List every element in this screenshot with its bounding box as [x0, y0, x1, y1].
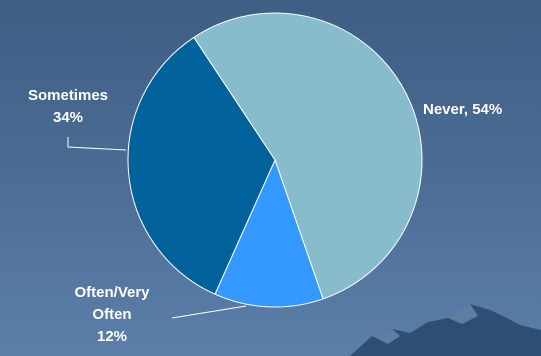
often-label-line2: Often: [92, 306, 132, 323]
sometimes-label-text: Sometimes: [27, 87, 109, 104]
leader-line-often: [171, 305, 247, 319]
sometimes-pct-text: 34%: [52, 109, 84, 126]
mountain-highlight: [372, 304, 478, 344]
pie-slice-never: [193, 12, 423, 300]
leader-line-sometimes: [67, 137, 127, 151]
often-label-line1: Often/Very: [74, 284, 150, 301]
pie-slice-sometimes: [127, 36, 276, 295]
data-label-often: Often/Very Often 12%: [52, 282, 172, 348]
data-label-never: Never, 54%: [423, 99, 502, 121]
data-label-sometimes: Sometimes 34%: [8, 85, 128, 129]
pie-slice-often-very-often: [214, 158, 324, 308]
often-pct-text: 12%: [96, 328, 128, 345]
never-label-text: Never, 54%: [423, 101, 503, 118]
mountain-decoration: [350, 304, 541, 356]
